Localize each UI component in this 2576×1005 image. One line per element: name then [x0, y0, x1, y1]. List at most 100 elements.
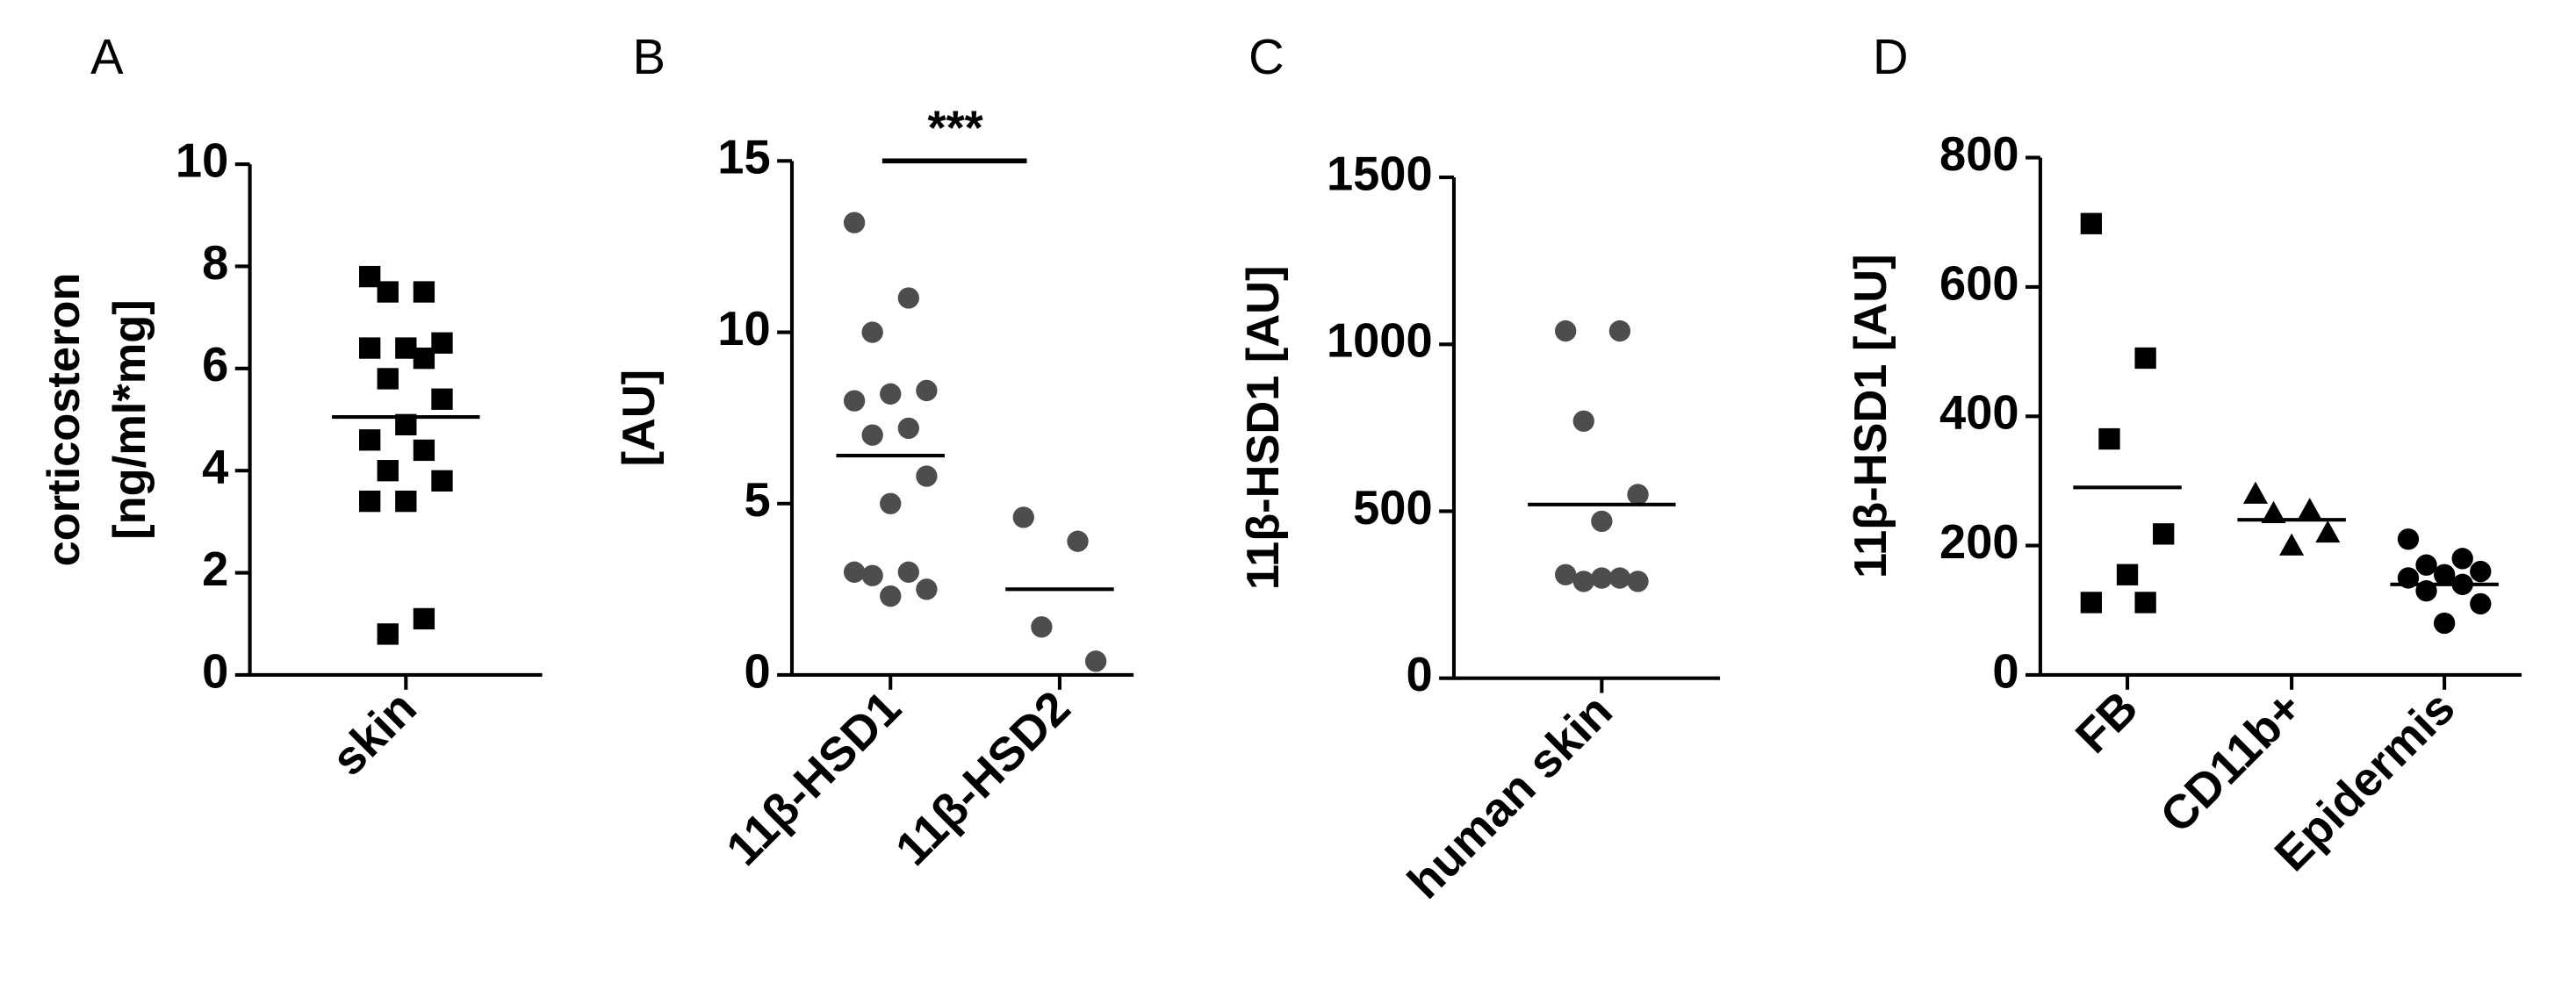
y-tick-label: 1500	[1327, 147, 1433, 200]
y-axis-label: [AU]	[614, 370, 665, 467]
data-point	[2315, 520, 2341, 543]
data-point	[1031, 616, 1053, 638]
data-point	[413, 281, 435, 303]
y-tick-label: 1000	[1327, 315, 1433, 368]
data-point	[2279, 533, 2305, 556]
data-point	[1555, 564, 1577, 585]
data-point	[1084, 650, 1107, 672]
data-point	[861, 564, 883, 586]
y-tick-label: 10	[176, 134, 228, 187]
y-tick-label: 15	[717, 132, 770, 184]
data-point	[843, 212, 866, 233]
data-point	[377, 623, 399, 645]
y-axis-label: [ng/ml*mg]	[104, 299, 155, 540]
y-tick-label: 0	[744, 645, 770, 698]
data-point	[1555, 319, 1577, 342]
data-point	[413, 439, 435, 462]
data-point	[2098, 427, 2120, 450]
y-tick-label: 600	[1939, 257, 2019, 310]
data-point	[897, 287, 919, 309]
y-tick-label: 500	[1353, 482, 1433, 535]
data-point	[377, 281, 399, 303]
data-point	[2470, 592, 2492, 615]
data-point	[358, 490, 381, 513]
x-tick-label: CD11b+	[2150, 681, 2312, 843]
significance-label: ***	[927, 102, 983, 154]
data-point	[395, 490, 417, 513]
panel: C 11β-HSD1 [AU] 0 500 1000 1500 human skin	[1238, 29, 1721, 909]
data-point	[2153, 523, 2175, 545]
x-tick-label: 11β-HSD1	[716, 681, 911, 876]
y-tick-label: 200	[1939, 516, 2019, 569]
panel-label: D	[1873, 29, 1909, 84]
y-tick-label: 8	[202, 237, 228, 290]
data-point	[431, 388, 453, 410]
data-point	[2433, 564, 2456, 585]
data-point	[358, 265, 381, 288]
x-tick-label: human skin	[1398, 685, 1623, 909]
data-point	[897, 561, 919, 583]
panel-label: A	[90, 29, 124, 84]
data-point	[916, 465, 938, 487]
y-tick-label: 10	[717, 303, 770, 355]
data-point	[2433, 612, 2456, 635]
data-point	[395, 337, 417, 359]
data-point	[861, 424, 883, 446]
data-point	[897, 417, 919, 440]
y-tick-label: 800	[1939, 128, 2019, 181]
data-point	[880, 585, 902, 607]
y-tick-label: 0	[1406, 649, 1432, 701]
data-point	[1591, 567, 1613, 589]
y-axis-label: 11β-HSD1 [AU]	[1238, 266, 1289, 591]
data-point	[1572, 410, 1594, 432]
data-point	[2415, 554, 2437, 576]
y-tick-label: 0	[202, 645, 228, 698]
y-tick-label: 0	[1992, 645, 2018, 698]
data-point	[2242, 481, 2269, 504]
data-point	[1591, 510, 1613, 533]
y-tick-label: 2	[202, 543, 228, 596]
x-tick-label: skin	[322, 681, 427, 786]
data-point	[377, 460, 399, 482]
y-tick-label: 400	[1939, 387, 2019, 440]
data-point	[2116, 564, 2139, 585]
data-point	[843, 390, 866, 412]
x-tick-label: FB	[2066, 681, 2148, 764]
data-point	[2080, 212, 2103, 234]
data-point	[880, 492, 902, 514]
data-point	[2134, 592, 2156, 614]
panel-label: B	[633, 29, 666, 84]
panel-label: C	[1248, 29, 1284, 84]
data-point	[431, 332, 453, 354]
x-tick-label: 11β-HSD2	[886, 681, 1081, 876]
y-tick-label: 6	[202, 339, 228, 391]
data-point	[2470, 560, 2492, 583]
y-tick-label: 4	[202, 441, 228, 494]
data-point	[843, 561, 866, 583]
data-point	[880, 383, 902, 405]
data-point	[2397, 528, 2420, 550]
data-point	[431, 470, 453, 492]
data-point	[358, 337, 381, 359]
data-point	[377, 368, 399, 390]
y-axis-label: 11β-HSD1 [AU]	[1846, 254, 1896, 578]
data-point	[358, 429, 381, 451]
data-point	[2297, 498, 2322, 520]
data-point	[1608, 567, 1631, 589]
data-point	[1572, 571, 1594, 592]
data-point	[1608, 319, 1631, 342]
y-axis-label: corticosteron	[39, 273, 90, 567]
data-point	[1067, 530, 1089, 552]
data-point	[413, 348, 435, 370]
data-point	[413, 607, 435, 630]
data-point	[2134, 347, 2156, 370]
y-tick-label: 5	[744, 474, 770, 527]
data-point	[2080, 592, 2103, 614]
data-point	[861, 321, 883, 343]
data-point	[1012, 506, 1034, 528]
data-point	[916, 379, 938, 402]
